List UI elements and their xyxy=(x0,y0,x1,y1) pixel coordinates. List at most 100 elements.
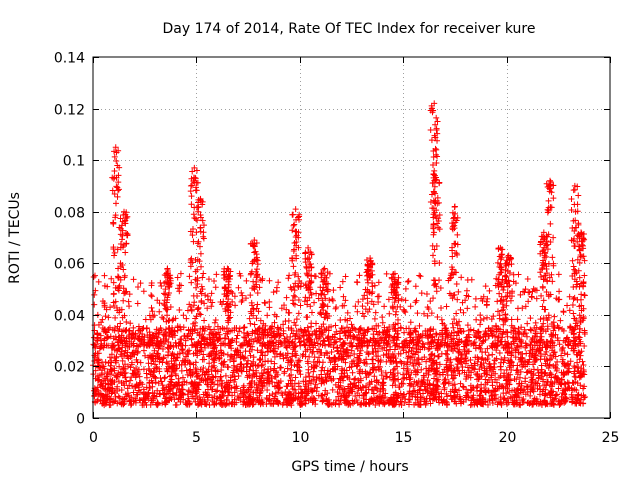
data-point xyxy=(354,279,361,286)
data-point xyxy=(555,375,562,382)
data-point xyxy=(434,314,441,321)
data-point xyxy=(418,366,425,373)
data-point xyxy=(118,236,125,243)
data-point xyxy=(330,287,337,294)
data-point xyxy=(453,280,460,287)
data-point xyxy=(548,388,555,395)
data-point xyxy=(292,228,299,235)
data-point xyxy=(369,356,376,363)
data-point xyxy=(182,361,189,368)
data-point xyxy=(514,305,521,312)
data-point xyxy=(171,396,178,403)
data-point xyxy=(373,328,380,335)
data-point xyxy=(259,372,266,379)
data-point xyxy=(533,338,540,345)
data-point xyxy=(211,319,218,326)
data-point xyxy=(244,360,251,367)
data-point xyxy=(343,353,350,360)
data-point xyxy=(184,307,191,314)
data-point xyxy=(127,402,134,409)
data-point xyxy=(343,367,350,374)
data-point xyxy=(259,361,266,368)
data-point xyxy=(361,313,368,320)
data-point xyxy=(492,376,499,383)
data-point xyxy=(95,278,102,285)
data-point xyxy=(468,401,475,408)
data-point xyxy=(350,357,357,364)
data-point xyxy=(111,398,118,405)
data-point xyxy=(174,274,181,281)
data-point xyxy=(474,383,481,390)
data-point xyxy=(305,328,312,335)
data-point xyxy=(539,283,546,290)
data-point xyxy=(412,399,419,406)
data-point xyxy=(235,284,242,291)
data-point xyxy=(500,286,507,293)
data-point xyxy=(449,226,456,233)
data-point xyxy=(295,383,302,390)
data-point xyxy=(166,381,173,388)
data-point xyxy=(240,364,247,371)
data-point xyxy=(305,366,312,373)
data-point xyxy=(312,362,319,369)
data-point xyxy=(558,380,565,387)
data-point xyxy=(494,298,501,305)
data-point xyxy=(177,336,184,343)
data-point xyxy=(190,361,197,368)
data-point xyxy=(292,374,299,381)
data-point xyxy=(472,295,479,302)
data-point xyxy=(121,398,128,405)
data-point xyxy=(338,365,345,372)
data-point xyxy=(220,359,227,366)
data-point xyxy=(431,352,438,359)
data-point xyxy=(421,344,428,351)
data-point xyxy=(506,381,513,388)
data-point xyxy=(231,378,238,385)
data-point xyxy=(426,356,433,363)
data-point xyxy=(339,278,346,285)
data-point xyxy=(471,366,478,373)
data-point xyxy=(486,287,493,294)
data-point xyxy=(196,400,203,407)
data-point xyxy=(107,402,114,409)
data-point xyxy=(372,309,379,316)
data-point xyxy=(454,296,461,303)
data-point xyxy=(302,374,309,381)
data-point xyxy=(124,390,131,397)
data-point xyxy=(484,345,491,352)
data-point xyxy=(214,395,221,402)
data-point xyxy=(281,370,288,377)
data-point xyxy=(360,359,367,366)
data-point xyxy=(397,350,404,357)
data-point xyxy=(416,272,423,279)
data-point xyxy=(150,352,157,359)
data-point xyxy=(575,363,582,370)
data-point xyxy=(482,388,489,395)
data-point xyxy=(143,374,150,381)
data-point xyxy=(271,360,278,367)
data-point xyxy=(389,382,396,389)
data-point xyxy=(552,362,559,369)
data-point xyxy=(447,359,454,366)
data-point xyxy=(178,346,185,353)
data-point xyxy=(530,366,537,373)
data-point xyxy=(393,360,400,367)
data-point xyxy=(416,361,423,368)
data-point xyxy=(290,300,297,307)
data-point xyxy=(274,371,281,378)
data-point xyxy=(259,399,266,406)
data-point xyxy=(359,296,366,303)
data-point xyxy=(484,355,491,362)
data-point xyxy=(560,308,567,315)
data-point xyxy=(200,270,207,277)
data-point xyxy=(532,319,539,326)
data-point xyxy=(379,379,386,386)
data-point xyxy=(193,187,200,194)
data-point xyxy=(521,386,528,393)
data-point xyxy=(578,365,585,372)
data-point xyxy=(262,300,269,307)
data-point xyxy=(345,352,352,359)
data-point xyxy=(309,330,316,337)
data-point xyxy=(116,363,123,370)
data-point xyxy=(110,219,117,226)
